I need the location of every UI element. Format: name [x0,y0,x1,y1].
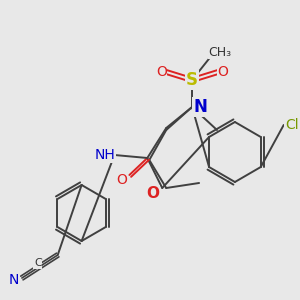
Text: N: N [193,98,207,116]
Text: Cl: Cl [285,118,298,132]
Text: O: O [218,65,228,79]
Text: C: C [34,258,42,268]
Text: O: O [116,173,127,187]
Text: O: O [146,185,159,200]
Text: S: S [186,71,198,89]
Text: CH₃: CH₃ [208,46,232,59]
Text: NH: NH [94,148,115,162]
Text: O: O [156,65,167,79]
Text: N: N [9,273,19,287]
